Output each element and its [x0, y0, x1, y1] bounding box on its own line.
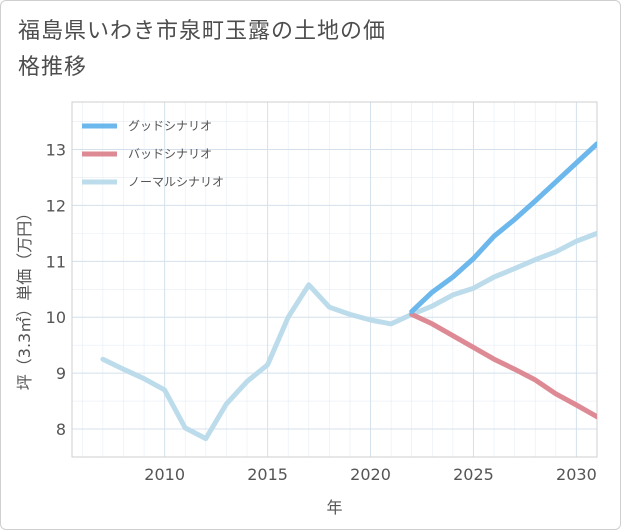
x-tick-label: 2015 — [247, 465, 288, 484]
series-layer — [100, 141, 597, 442]
x-tick-label: 2020 — [350, 465, 391, 484]
legend-label-good: グッドシナリオ — [128, 119, 212, 133]
y-axis-title: 坪（3.3㎡）単価（万円） — [15, 205, 34, 390]
y-tick-label: 9 — [56, 364, 66, 383]
y-tick-label: 12 — [46, 196, 66, 215]
y-tick-label: 13 — [46, 141, 66, 160]
y-tick-label: 11 — [46, 252, 66, 271]
legend-label-normal: ノーマルシナリオ — [128, 175, 224, 189]
series-line-good — [409, 141, 597, 315]
x-tick-label: 2010 — [144, 465, 185, 484]
y-tick-label: 8 — [56, 420, 66, 439]
x-tick-label: 2030 — [556, 465, 597, 484]
grid-layer — [71, 102, 598, 458]
tick-layer: 2010 2015 2020 2025 2030 8 9 10 11 12 13 — [46, 141, 597, 484]
legend-label-bad: バッドシナリオ — [128, 147, 212, 161]
plot-border — [71, 101, 598, 458]
series-line-normal — [100, 230, 597, 442]
x-tick-label: 2025 — [453, 465, 494, 484]
x-axis-title: 年 — [326, 498, 342, 517]
y-tick-label: 10 — [46, 308, 66, 327]
chart-title: 福島県いわき市泉町玉露の土地の価格推移 — [18, 19, 387, 80]
series-line-bad — [409, 311, 597, 420]
